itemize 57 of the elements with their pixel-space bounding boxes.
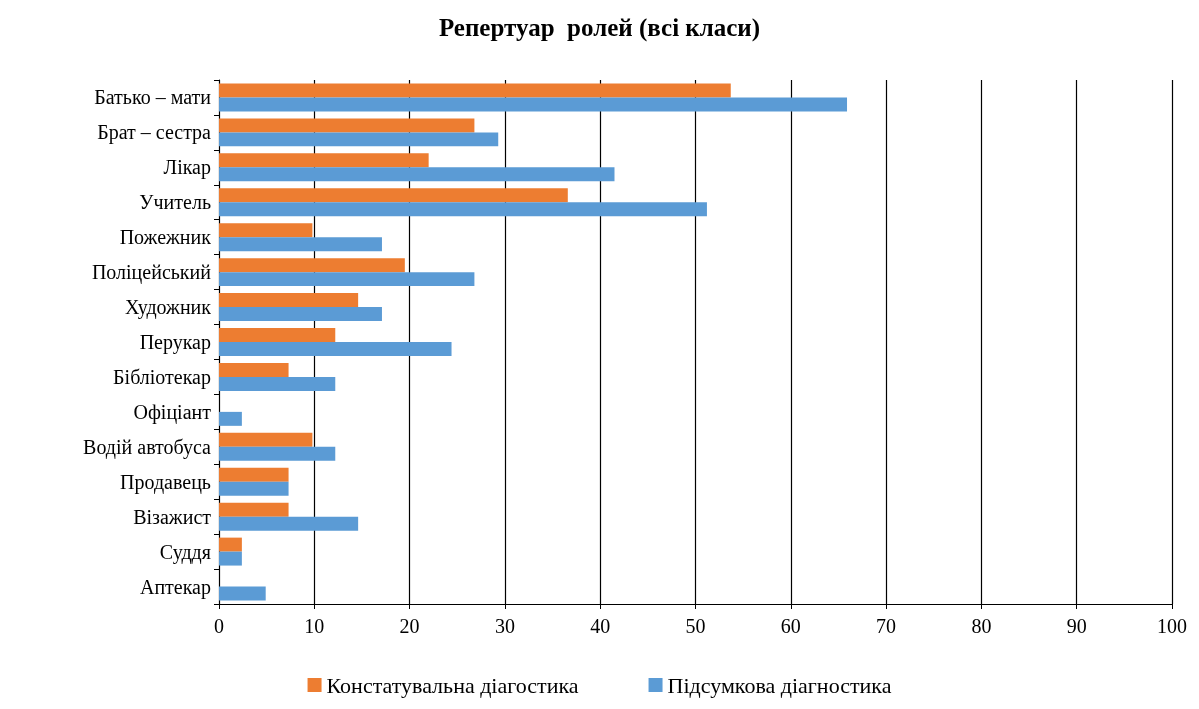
x-tick-label: 100 (1157, 615, 1187, 637)
bar (219, 202, 707, 217)
bar (219, 432, 313, 447)
legend-label: Підсумкова діагностика (667, 672, 892, 698)
x-tick-label: 60 (780, 615, 801, 637)
x-tick-label: 70 (876, 615, 897, 637)
bar (219, 328, 336, 342)
x-tick-label: 30 (494, 615, 515, 637)
bar (219, 118, 475, 133)
bar (219, 258, 405, 273)
bar (219, 411, 242, 426)
bar (219, 376, 336, 391)
y-tick-label: Аптекар (139, 575, 211, 599)
bar (219, 237, 382, 252)
y-tick-label: Суддя (159, 540, 211, 564)
bar (219, 481, 289, 496)
bar (219, 223, 313, 238)
bar (219, 272, 475, 287)
bar (219, 342, 452, 356)
legend-label: Констатувальна діагостика (326, 672, 579, 698)
y-tick-label: Водій автобуса (83, 435, 212, 459)
bar (219, 188, 568, 203)
bar (219, 551, 242, 566)
y-tick-label: Бібліотекар (113, 365, 211, 389)
x-tick-label: 50 (685, 615, 706, 637)
y-tick-label: Художник (124, 296, 212, 320)
bar (219, 537, 242, 552)
y-tick-label: Офіціант (133, 400, 212, 424)
bar (219, 83, 731, 98)
bar (219, 586, 266, 601)
bar (219, 153, 429, 168)
bar (219, 97, 848, 112)
chart-title: Репертуар ролей (всі класи) (438, 14, 761, 42)
bar (219, 307, 382, 322)
x-tick-label: 10 (304, 615, 325, 637)
bar (219, 167, 615, 182)
x-tick-label: 0 (214, 615, 224, 637)
bar (219, 502, 289, 517)
y-tick-label: Пожежник (119, 226, 212, 249)
y-tick-label: Продавець (120, 470, 211, 494)
bar (219, 467, 289, 482)
y-tick-label: Поліцейський (91, 261, 212, 285)
y-tick-label: Лікар (163, 156, 211, 180)
y-tick-label: Учитель (139, 191, 211, 214)
bar (219, 446, 336, 461)
x-tick-label: 40 (590, 615, 611, 637)
x-tick-label: 20 (399, 615, 420, 637)
bar (219, 362, 289, 377)
bar (219, 293, 359, 308)
bar (219, 132, 499, 147)
bar (219, 516, 359, 531)
y-tick-label: Візажист (133, 505, 212, 528)
x-tick-label: 80 (971, 615, 992, 637)
y-tick-label: Батько – мати (94, 86, 212, 109)
y-tick-label: Перукар (139, 331, 211, 354)
y-tick-label: Брат – сестра (97, 121, 212, 145)
x-tick-label: 90 (1066, 615, 1087, 637)
